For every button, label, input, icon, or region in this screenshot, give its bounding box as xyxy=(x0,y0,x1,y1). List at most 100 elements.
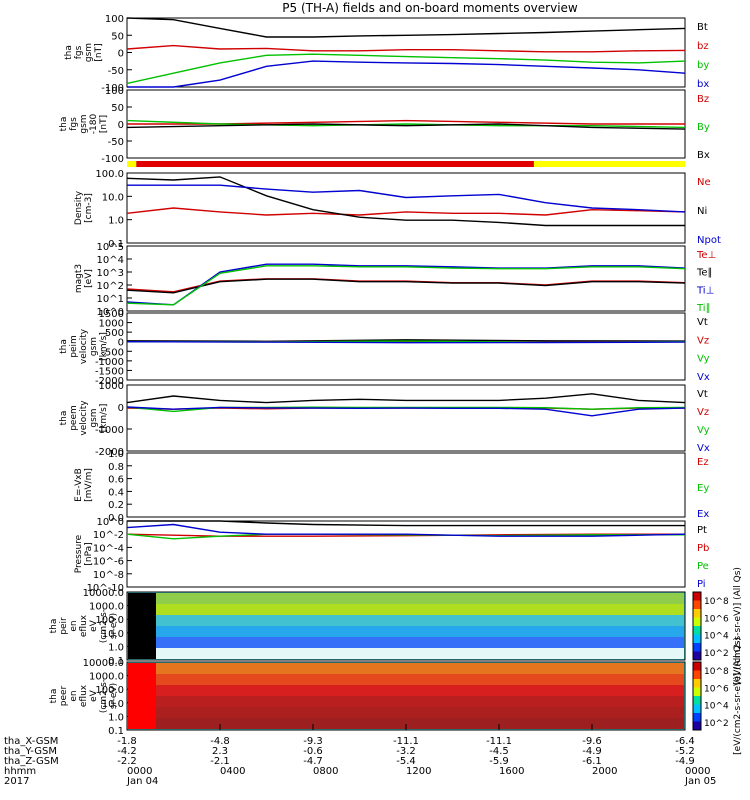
series-line-Ne xyxy=(126,207,686,216)
y-tick-label: 50 xyxy=(111,31,124,42)
heatmap-early-block xyxy=(128,663,156,729)
y-tick-label: 1000 xyxy=(99,381,124,392)
x-row-value: Jan 04 xyxy=(126,776,158,787)
heatmap-band xyxy=(128,663,684,674)
y-tick-label: -2000 xyxy=(95,376,124,387)
y-tick-label: 10^4 xyxy=(97,255,124,266)
y-axis-label-line: [cm-3] xyxy=(84,193,94,223)
y-tick-label: -50 xyxy=(108,66,124,77)
y-axis-label-line: [nT] xyxy=(94,43,104,61)
y-tick-label: 1000 xyxy=(99,319,124,330)
series-line-Pt xyxy=(127,520,685,527)
y-tick-label: 10^1 xyxy=(97,294,124,305)
colorbar-tick-label: 10^2 xyxy=(704,649,729,659)
x-row-label-1: tha_Y-GSM xyxy=(4,746,57,757)
y-tick-label: 500 xyxy=(105,328,124,339)
y-tick-label: 1000.0 xyxy=(89,672,124,683)
y-axis-label-line: peim xyxy=(69,335,79,358)
x-row-value: 1200 xyxy=(406,766,431,777)
x-row-value: -5.2 xyxy=(675,746,695,757)
y-tick-label: 10.0 xyxy=(102,699,124,710)
heatmap-band xyxy=(128,637,684,648)
y-axis-label-line: gsm xyxy=(89,408,99,427)
panel-peer-en-eflux: 10000.0 1000.0 100.0 10.0 1.0 0.1 tha peer en efl… xyxy=(49,637,743,755)
legend-by: by xyxy=(697,60,709,71)
series-line-Vx xyxy=(126,341,686,344)
legend-Vt: Vt xyxy=(697,317,708,328)
heatmap-band xyxy=(128,593,684,604)
heatmap-band xyxy=(128,604,684,615)
y-axis-label-line: Density xyxy=(74,190,84,225)
colorbar-segment xyxy=(693,679,701,688)
y-tick-label: 0.4 xyxy=(108,487,124,498)
y-tick-label: 10^0 xyxy=(97,517,124,528)
heatmap-band xyxy=(128,718,684,729)
series-line-by xyxy=(126,53,686,85)
y-tick-label: 100 xyxy=(105,14,124,25)
colorbar-label: [eV/(cm2-s-sr-eV)] (All Qs) xyxy=(733,637,743,755)
legend-Ni: Ni xyxy=(697,206,707,217)
y-tick-label: 0 xyxy=(118,338,124,349)
y-axis-label-line: sr-eV) xyxy=(109,683,119,709)
x-row-value: -11.1 xyxy=(486,736,512,747)
y-tick-label: 0.6 xyxy=(108,475,124,486)
colorbar-label: [eV/(cm2-s-sr-eV)] (All Qs) xyxy=(733,567,743,685)
colorbar-tick-label: 10^4 xyxy=(704,632,729,642)
legend-Npot: Npot xyxy=(697,235,721,246)
panel-fgs-gse: 100 50 0 -50 -100 tha fgs gsm -180 [nT] Bz By Bx xyxy=(59,86,710,165)
figure-title: P5 (TH-A) fields and on-board moments ov… xyxy=(282,1,578,15)
x-row-value: -0.6 xyxy=(303,746,323,757)
x-row-value: -2.2 xyxy=(117,756,137,767)
colorbar-segment xyxy=(693,600,701,610)
x-row-value: Jan 05 xyxy=(684,776,716,787)
heatmap-early-block xyxy=(128,593,156,659)
y-axis-label-line: tha xyxy=(49,689,59,704)
y-tick-label: 1500 xyxy=(99,309,124,320)
series-line-Npot xyxy=(127,184,686,213)
x-row-value: 2000 xyxy=(592,766,617,777)
y-axis-label-line: tha xyxy=(59,117,69,132)
panel-frame xyxy=(126,452,686,518)
y-axis-label-line: fgs xyxy=(69,117,79,131)
colorbar-segment xyxy=(693,592,701,601)
y-tick-label: 100.0 xyxy=(95,685,124,696)
legend-Vy: Vy xyxy=(697,425,710,436)
series-line-Bt xyxy=(126,17,686,38)
y-tick-label: 10^-6 xyxy=(93,557,124,568)
series-line-Ti⊥ xyxy=(126,263,686,306)
colorbar-segment xyxy=(693,617,701,627)
legend-Te⊥: Te⊥ xyxy=(696,250,716,261)
y-axis-label-line: -180 xyxy=(89,114,99,135)
y-tick-label: 0.0 xyxy=(108,513,124,524)
x-row-label-4: 2017 xyxy=(4,776,29,787)
y-axis-label-line: tha xyxy=(59,411,69,426)
legend-Ez: Ez xyxy=(697,457,709,468)
y-axis-label-line: en xyxy=(69,690,79,701)
y-tick-label: 1.0 xyxy=(108,712,124,723)
x-row-value: -9.6 xyxy=(582,736,602,747)
y-axis-label: Density [cm-3] xyxy=(74,190,94,225)
colorbar-segment xyxy=(693,634,701,644)
y-axis-label-line: tha xyxy=(64,45,74,60)
x-row-value: -1.8 xyxy=(117,736,137,747)
x-row-value: -4.7 xyxy=(303,756,323,767)
legend-Pe: Pe xyxy=(697,561,709,572)
colorbar: 10^8 10^6 10^4 10^2 [eV/(cm2-s-sr-eV)] (All … xyxy=(692,637,743,755)
heatmap-band xyxy=(128,674,684,685)
x-row-value: -5.9 xyxy=(489,756,509,767)
series-line-Ni xyxy=(126,176,685,227)
y-tick-label: -2000 xyxy=(95,447,124,458)
series-line-bx xyxy=(127,60,686,88)
x-row-label-3: hhmm xyxy=(4,766,36,777)
panel-frame xyxy=(126,312,686,381)
x-row-value: -5.4 xyxy=(396,756,416,767)
heatmap-band xyxy=(128,615,684,626)
y-tick-label: -100 xyxy=(101,83,124,94)
y-axis-label-line: eV xyxy=(89,689,99,702)
x-row-value: 0800 xyxy=(313,766,338,777)
x-row-value: -4.8 xyxy=(210,736,230,747)
x-row-label-0: tha_X-GSM xyxy=(4,736,58,747)
panel-frame xyxy=(126,245,686,312)
